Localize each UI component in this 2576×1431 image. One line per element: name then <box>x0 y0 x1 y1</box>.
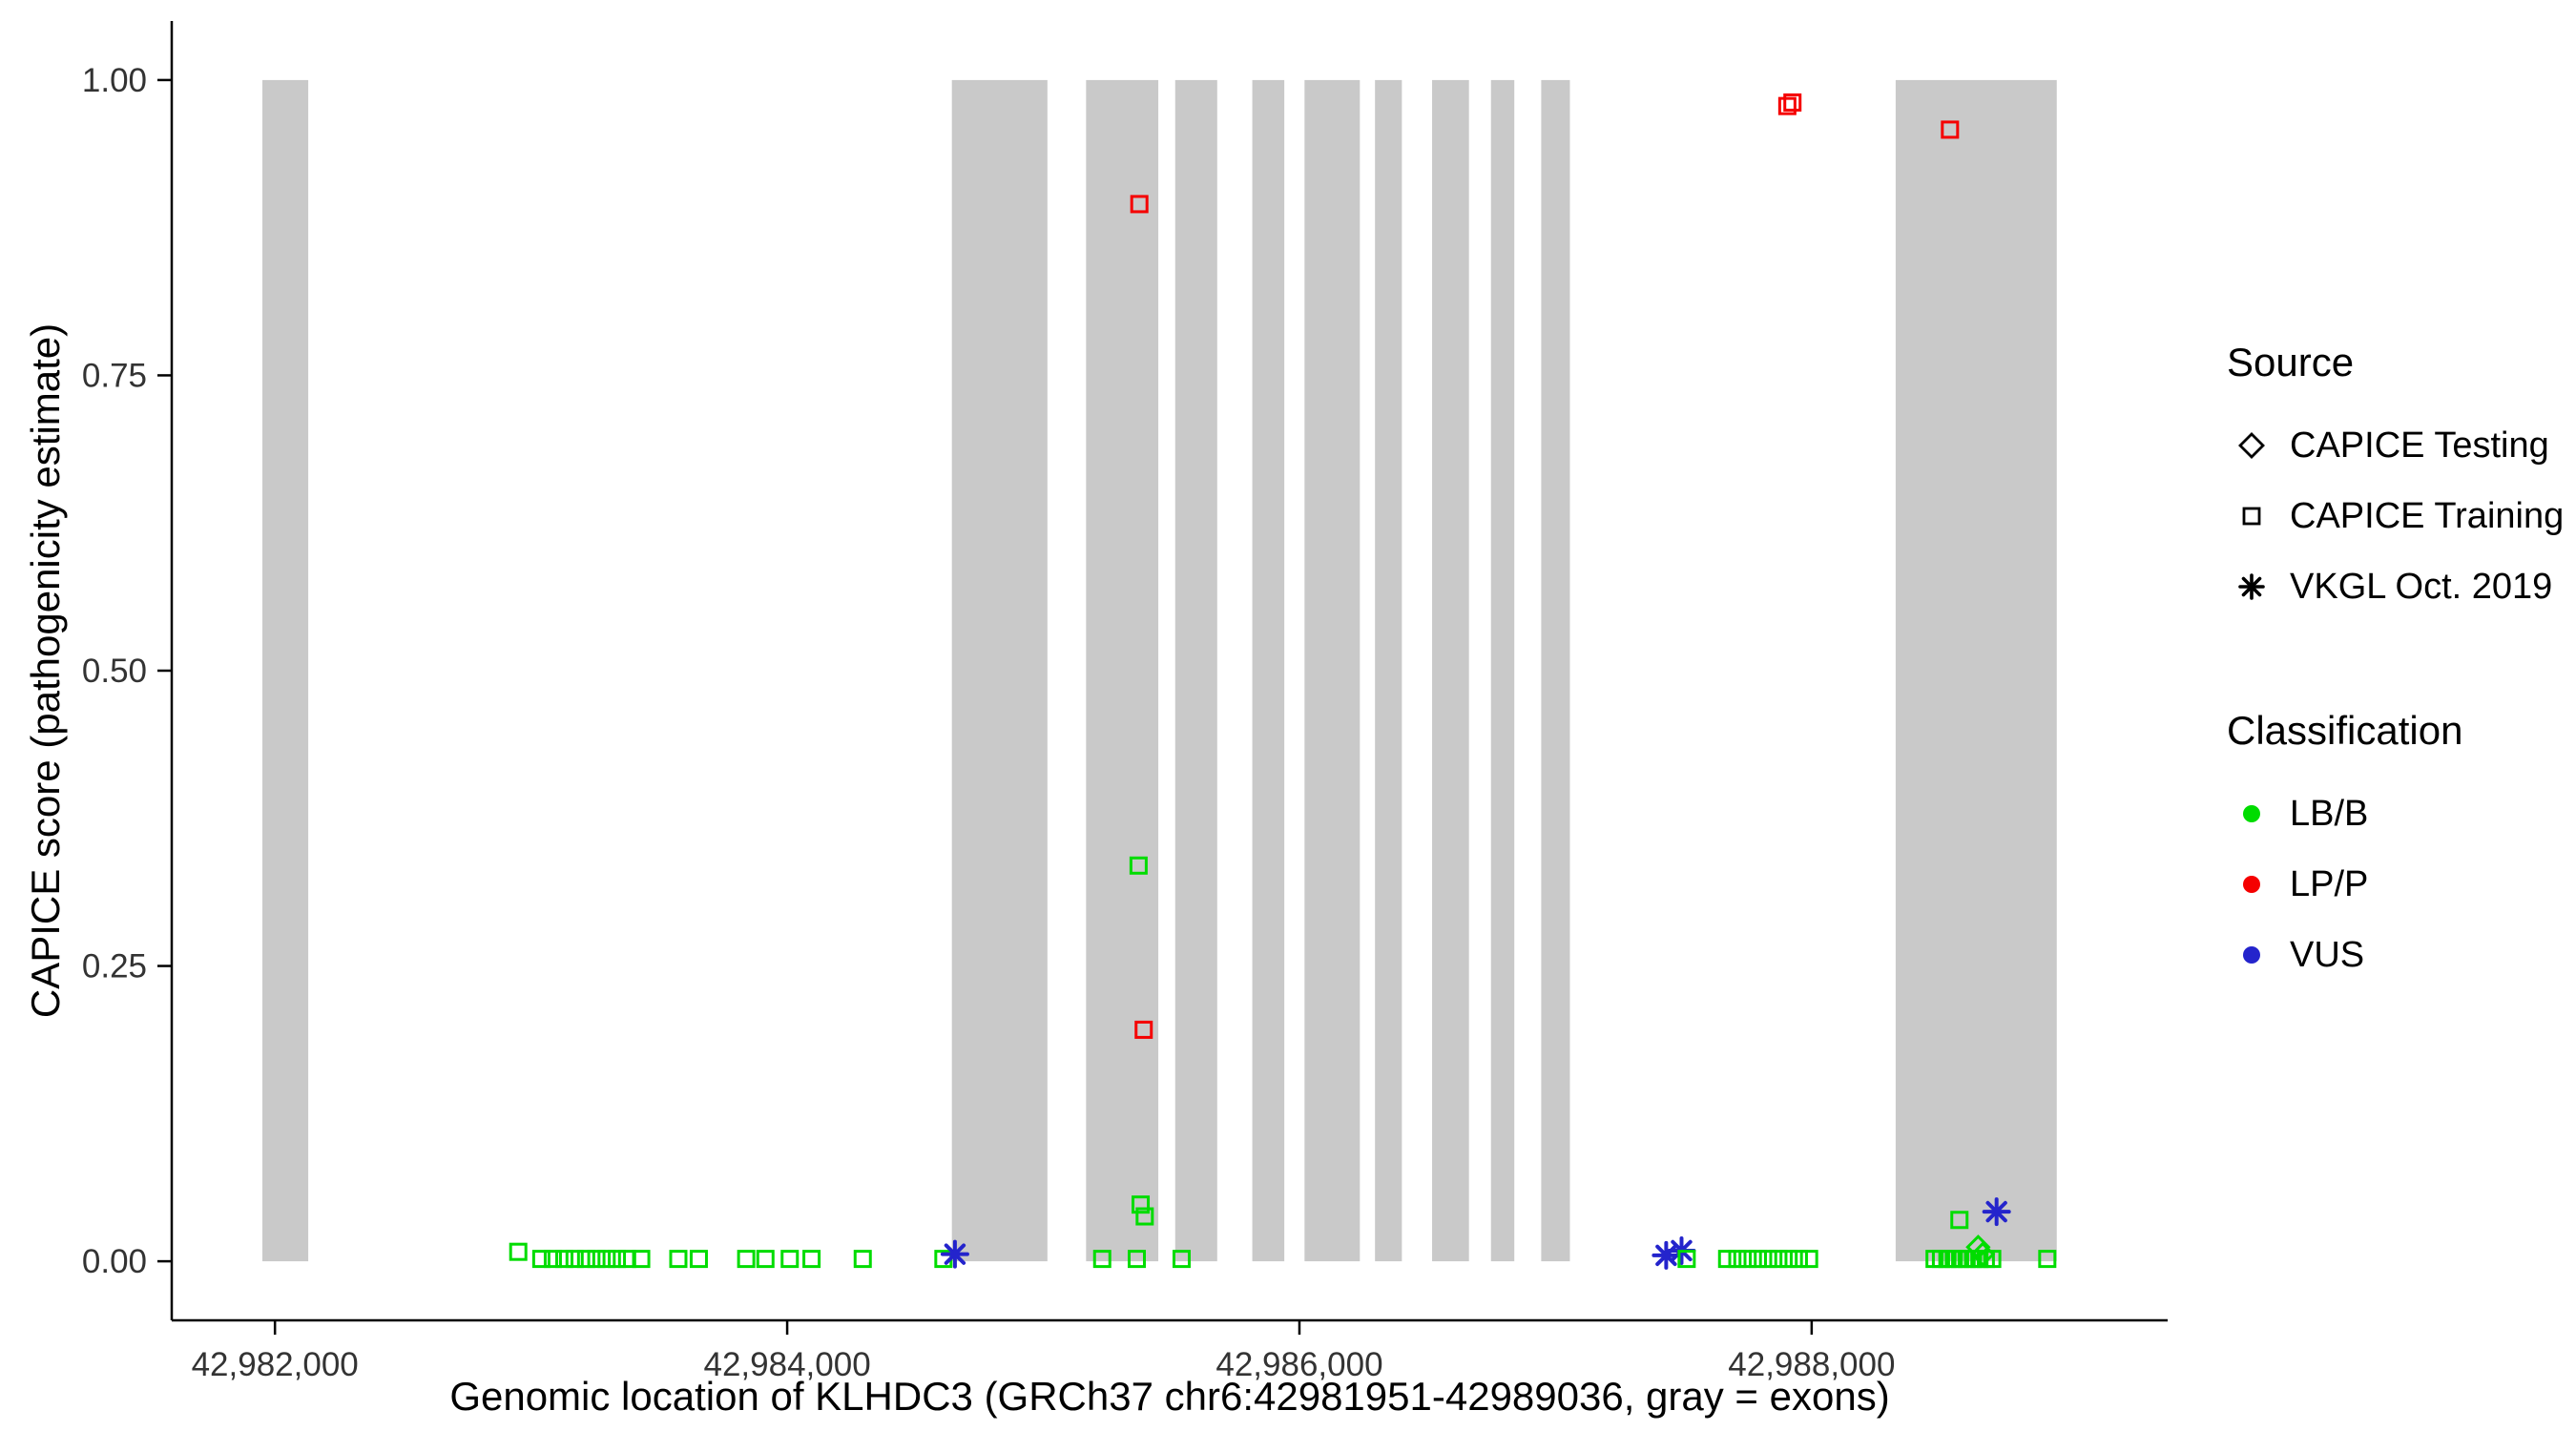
data-point-square <box>1677 1250 1696 1269</box>
exon-bar <box>1895 79 2057 1262</box>
data-point-square <box>1748 1250 1767 1269</box>
legend-group-source: Source CAPICE Testing CAPICE Training VKGL… <box>2227 340 2564 622</box>
data-point-square <box>1132 1195 1151 1214</box>
data-point-square <box>597 1250 616 1269</box>
legend-item-label: CAPICE Testing <box>2290 425 2549 466</box>
data-point-square <box>802 1250 821 1269</box>
legend-source-items: CAPICE Testing CAPICE Training VKGL Oct. 2… <box>2227 410 2564 622</box>
exon-bar <box>262 79 309 1262</box>
circle-icon <box>2234 867 2269 902</box>
y-axis-title: CAPICE score (pathogenicity estimate) <box>23 322 68 1019</box>
data-point-square <box>669 1250 688 1269</box>
legend-group-classification: Classification LB/B LP/P VUS <box>2227 708 2564 990</box>
legend-item-capice-testing: CAPICE Testing <box>2227 410 2564 481</box>
legend-item-lp-p: LP/P <box>2227 849 2564 920</box>
x-tick-label: 42,982,000 <box>192 1346 359 1383</box>
data-point-square <box>1130 195 1149 214</box>
exon-bar <box>951 79 1048 1262</box>
circle-icon <box>2234 797 2269 831</box>
x-axis-title: Genomic location of KLHDC3 (GRCh37 chr6:… <box>449 1374 1890 1419</box>
data-point-square <box>1129 856 1148 875</box>
data-point-square <box>1783 93 1802 112</box>
exon-bar <box>1541 79 1570 1262</box>
y-tick-label: 1.00 <box>82 62 147 99</box>
exon-bar <box>1304 79 1361 1262</box>
data-point-square <box>509 1242 528 1261</box>
legend-item-vus: VUS <box>2227 920 2564 990</box>
data-point-square <box>555 1250 574 1269</box>
legend-item-label: VUS <box>2290 934 2365 975</box>
data-point-square <box>1950 1211 1969 1230</box>
data-point-square <box>1728 1250 1747 1269</box>
data-point-asterisk <box>1982 1197 2011 1227</box>
legend-item-label: LB/B <box>2290 793 2369 834</box>
y-tick-label: 0.50 <box>82 653 147 690</box>
data-point-square <box>2038 1250 2057 1269</box>
data-point-square <box>689 1250 708 1269</box>
data-point-square <box>1738 1250 1757 1269</box>
y-tick-label: 0.00 <box>82 1243 147 1280</box>
legend-item-label: CAPICE Training <box>2290 495 2565 536</box>
data-point-square <box>780 1250 800 1269</box>
data-point-square <box>756 1250 775 1269</box>
square-icon <box>2234 499 2269 533</box>
y-tick-label: 0.25 <box>82 948 147 985</box>
data-point-square <box>1789 1250 1808 1269</box>
exon-bar <box>1432 79 1469 1262</box>
data-point-square <box>576 1250 595 1269</box>
legend-classification-items: LB/B LP/P VUS <box>2227 778 2564 990</box>
data-point-square <box>531 1250 551 1269</box>
data-point-square <box>1779 1250 1798 1269</box>
circle-icon <box>2234 938 2269 972</box>
exon-bar <box>1174 79 1217 1262</box>
data-point-square <box>608 1250 627 1269</box>
data-point-square <box>737 1250 756 1269</box>
data-point-square <box>1717 1250 1736 1269</box>
exon-bar <box>1375 79 1402 1262</box>
data-point-square <box>1758 1250 1777 1269</box>
data-point-square <box>1769 1250 1788 1269</box>
legend-item-vkgl-oct-2019: VKGL Oct. 2019 <box>2227 551 2564 622</box>
x-tick-label: 42,988,000 <box>1728 1346 1895 1383</box>
legend-item-lb-b: LB/B <box>2227 778 2564 849</box>
data-point-square <box>1799 1250 1818 1269</box>
data-point-square <box>543 1250 562 1269</box>
legend-item-label: LP/P <box>2290 863 2369 904</box>
data-point-square <box>1128 1250 1147 1269</box>
exon-bar <box>1490 79 1515 1262</box>
data-point-square <box>1172 1250 1191 1269</box>
data-point-square <box>565 1250 584 1269</box>
data-point-square <box>853 1250 872 1269</box>
diamond-icon <box>2234 428 2269 463</box>
data-point-square <box>587 1250 606 1269</box>
legend-item-capice-training: CAPICE Training <box>2227 481 2564 551</box>
x-tick-label: 42,984,000 <box>703 1346 870 1383</box>
data-point-square <box>1092 1250 1111 1269</box>
data-point-square <box>1941 120 1960 139</box>
asterisk-icon <box>2234 570 2269 604</box>
data-point-asterisk <box>940 1239 969 1269</box>
data-point-square <box>1777 96 1797 115</box>
legend-item-label: VKGL Oct. 2019 <box>2290 566 2553 607</box>
legend-source-title: Source <box>2227 340 2355 384</box>
legend-classification-title: Classification <box>2227 708 2463 753</box>
data-point-square <box>632 1250 651 1269</box>
exon-bar <box>1086 79 1159 1262</box>
data-point-diamond <box>1970 1241 1996 1267</box>
x-tick-label: 42,986,000 <box>1215 1346 1382 1383</box>
data-point-diamond <box>1965 1234 1991 1260</box>
data-point-square <box>1135 1207 1154 1226</box>
legend: Source CAPICE Testing CAPICE Training VKGL… <box>2227 340 2564 990</box>
exon-bar <box>1252 79 1285 1262</box>
data-point-square <box>1134 1020 1153 1039</box>
y-tick-label: 0.75 <box>82 357 147 394</box>
